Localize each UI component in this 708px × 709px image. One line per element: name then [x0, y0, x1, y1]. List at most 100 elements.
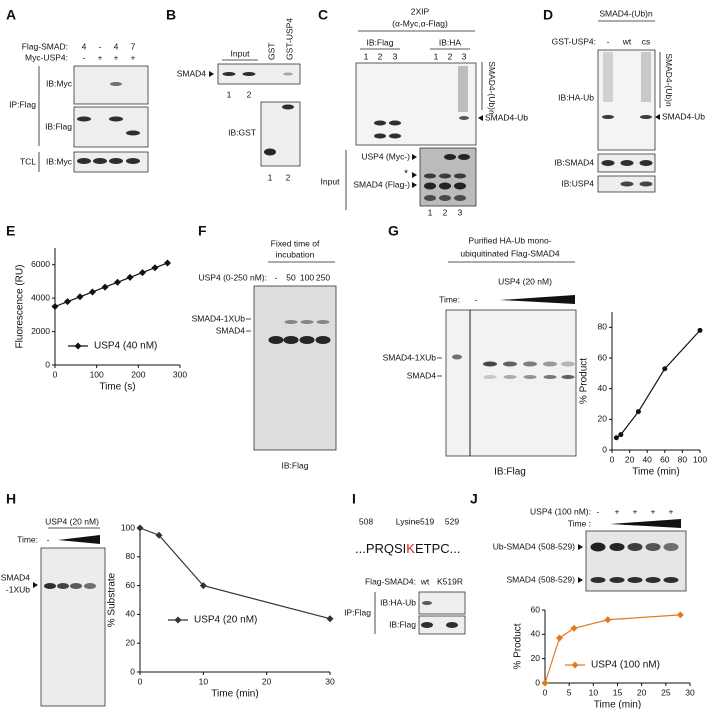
label: 0 [610, 454, 615, 464]
label: SMAD4 [1, 572, 31, 582]
point [635, 409, 641, 415]
wedge [610, 519, 681, 528]
band [601, 160, 615, 166]
label: GST-USP4: [552, 36, 596, 46]
blot [597, 49, 656, 151]
label: 100 [300, 272, 314, 282]
label: 80 [678, 454, 688, 464]
label: 0 [535, 677, 540, 687]
label: 3 [458, 207, 463, 217]
label: 2XIP [411, 6, 430, 16]
point [541, 679, 549, 687]
label: Input [321, 176, 341, 186]
label: 80 [126, 551, 136, 561]
band [590, 577, 606, 583]
label: IB:Flag [282, 460, 309, 470]
smear [603, 52, 613, 102]
band [299, 336, 315, 344]
point [139, 269, 146, 277]
label: IB:HA-Ub [558, 92, 594, 102]
label: Time: [439, 294, 460, 304]
label: 200 [131, 369, 145, 379]
label: 3 [462, 51, 467, 61]
label: C [318, 7, 328, 23]
label: 250 [316, 272, 330, 282]
label: USP4 (20 nM) [194, 615, 257, 626]
label: 300 [173, 369, 187, 379]
point [151, 264, 159, 272]
label: IB:SMAD4 [554, 157, 594, 167]
label: IP:Flag [344, 607, 371, 617]
label: 508 [359, 516, 373, 526]
label: 0 [53, 369, 58, 379]
point [74, 342, 82, 350]
label: + [651, 506, 656, 516]
band [609, 577, 625, 583]
label: - [83, 52, 86, 62]
label: % Product [579, 358, 590, 404]
blot [355, 62, 477, 146]
band [439, 182, 451, 190]
band [77, 116, 91, 122]
label: F [198, 223, 207, 239]
label: USP4 (0-250 nM): [199, 272, 268, 282]
band [645, 543, 661, 551]
label: + [114, 52, 119, 62]
smear [458, 66, 468, 112]
band [439, 195, 451, 201]
arrowhead [33, 582, 38, 588]
label: Fluorescence (RU) [15, 265, 26, 349]
label: Flag-SMAD: [22, 41, 68, 51]
band [283, 336, 299, 344]
arrowhead [412, 154, 417, 160]
label: E [6, 223, 15, 239]
band [663, 543, 679, 551]
blot [40, 547, 106, 707]
label: IB:Flag [389, 619, 416, 629]
label: GST [266, 43, 276, 60]
blot [73, 106, 149, 148]
label: SMAD4-(Ub)n [664, 53, 674, 107]
label: 100 [693, 454, 707, 464]
label: IB:Flag [367, 37, 394, 47]
label: IB:Myc [46, 78, 73, 88]
band [264, 148, 276, 156]
band [543, 361, 557, 367]
label: -1XUb [6, 584, 30, 594]
label: 80 [598, 322, 608, 332]
label: Time: [17, 534, 38, 544]
band [639, 160, 653, 166]
wedge [500, 295, 575, 304]
band [602, 115, 614, 119]
label: 2 [443, 207, 448, 217]
band [77, 158, 91, 164]
data-line [544, 614, 681, 684]
band [627, 543, 643, 551]
label: - [275, 272, 278, 282]
label: IB:HA [439, 37, 462, 47]
band [374, 120, 386, 126]
label: 20 [637, 687, 647, 697]
sequence-part: ...PRQSI [355, 541, 406, 556]
label: 60 [531, 604, 541, 614]
label: 3 [393, 51, 398, 61]
band [609, 543, 625, 551]
label: SMAD4-1XUb [383, 352, 437, 362]
band [316, 320, 330, 324]
label: - [47, 534, 50, 544]
band [458, 154, 470, 160]
label: 20 [531, 653, 541, 663]
band [590, 542, 606, 552]
label: I [352, 491, 356, 507]
label: 40 [642, 454, 652, 464]
label: H [6, 491, 16, 507]
label: - [475, 294, 478, 304]
blot [217, 63, 301, 85]
label: B [166, 7, 176, 23]
label: IB:GST [228, 127, 256, 137]
label: 15 [613, 687, 623, 697]
label: 4 [82, 41, 87, 51]
label: + [98, 52, 103, 62]
label: IB:HA-Ub [380, 597, 416, 607]
